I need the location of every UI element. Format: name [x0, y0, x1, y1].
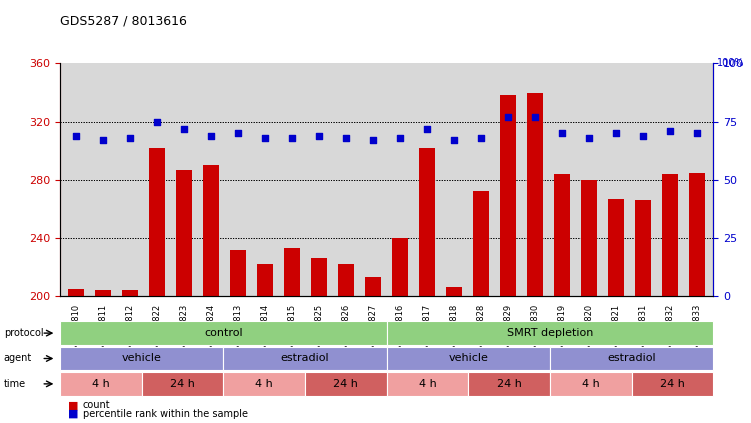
Text: vehicle: vehicle	[448, 354, 488, 363]
Bar	[392, 238, 409, 296]
Text: ■: ■	[68, 409, 78, 419]
Text: SMRT depletion: SMRT depletion	[507, 328, 593, 338]
Point	[421, 125, 433, 132]
Text: 4 h: 4 h	[419, 379, 436, 389]
Text: estradiol: estradiol	[281, 354, 330, 363]
Point	[475, 135, 487, 141]
Bar	[122, 290, 138, 296]
Text: 24 h: 24 h	[333, 379, 358, 389]
Point	[71, 132, 83, 139]
Text: 24 h: 24 h	[497, 379, 522, 389]
Point	[638, 132, 650, 139]
Bar	[365, 277, 382, 296]
Point	[124, 135, 136, 141]
Point	[394, 135, 406, 141]
Text: time: time	[4, 379, 26, 389]
Point	[313, 132, 325, 139]
Text: 24 h: 24 h	[660, 379, 685, 389]
Text: count: count	[83, 400, 110, 410]
Bar	[95, 290, 111, 296]
Text: GDS5287 / 8013616: GDS5287 / 8013616	[60, 15, 187, 28]
Point	[367, 137, 379, 144]
Bar	[176, 170, 192, 296]
Point	[98, 137, 110, 144]
Point	[232, 130, 244, 137]
Bar	[527, 93, 544, 296]
Text: 4 h: 4 h	[582, 379, 600, 389]
Bar	[689, 173, 705, 296]
Text: 100%: 100%	[717, 58, 745, 69]
Bar	[419, 148, 436, 296]
Bar	[204, 165, 219, 296]
Bar	[338, 264, 354, 296]
Bar	[284, 248, 300, 296]
Point	[691, 130, 703, 137]
Bar	[473, 192, 490, 296]
Text: ■: ■	[68, 400, 78, 410]
Bar	[257, 264, 273, 296]
Bar	[311, 258, 327, 296]
Bar	[446, 287, 463, 296]
Text: control: control	[204, 328, 243, 338]
Bar	[230, 250, 246, 296]
Point	[151, 118, 163, 125]
Bar	[500, 96, 517, 296]
Text: 24 h: 24 h	[170, 379, 195, 389]
Text: percentile rank within the sample: percentile rank within the sample	[83, 409, 248, 419]
Text: 4 h: 4 h	[92, 379, 110, 389]
Point	[664, 128, 676, 135]
Point	[502, 114, 514, 121]
Point	[259, 135, 271, 141]
Text: 4 h: 4 h	[255, 379, 273, 389]
Point	[205, 132, 217, 139]
Point	[529, 114, 541, 121]
Bar	[554, 174, 570, 296]
Point	[556, 130, 569, 137]
Point	[448, 137, 460, 144]
Text: protocol: protocol	[4, 328, 44, 338]
Bar	[68, 289, 84, 296]
Point	[340, 135, 352, 141]
Point	[611, 130, 623, 137]
Bar	[149, 148, 165, 296]
Text: estradiol: estradiol	[608, 354, 656, 363]
Bar	[635, 200, 651, 296]
Bar	[581, 180, 597, 296]
Bar	[662, 174, 678, 296]
Point	[584, 135, 596, 141]
Point	[178, 125, 190, 132]
Bar	[608, 199, 624, 296]
Point	[286, 135, 298, 141]
Text: vehicle: vehicle	[122, 354, 161, 363]
Text: agent: agent	[4, 354, 32, 363]
